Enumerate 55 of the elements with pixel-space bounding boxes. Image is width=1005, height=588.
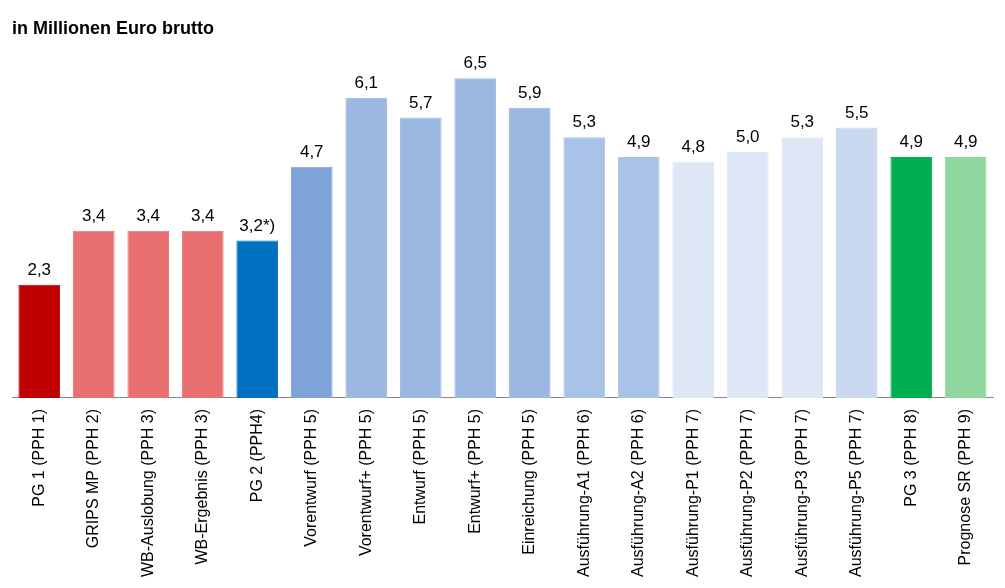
x-tick-label: PG 3 (PPH 8) [901,408,919,507]
data-label: 5,3 [790,112,815,132]
x-tick-label: Einreichung (PPH 5) [520,408,538,555]
data-label: 5,9 [517,82,542,102]
bar [890,156,933,398]
x-tick-label: Ausführung-A1 (PPH 6) [574,408,592,577]
x-tick-label: Prognose SR (PPH 9) [956,408,974,566]
x-tick-label: Vorentwurf (PPH 5) [302,408,320,547]
bar [399,117,442,398]
x-tick-label: Ausführung-P3 (PPH 7) [792,408,810,577]
bar [345,97,388,398]
bar [236,240,279,398]
x-tick-label: WB-Auslobung (PPH 3) [138,408,156,577]
x-tick-label: Entwurf (PPH 5) [411,408,429,525]
x-tick-label: Entwurf+ (PPH 5) [465,408,483,534]
chart-title: in Millionen Euro brutto [12,17,214,38]
bar [563,137,606,398]
data-label: 5,3 [572,112,597,132]
bar [508,107,551,398]
data-label: 3,4 [81,205,106,225]
data-label: 4,9 [953,132,978,152]
bar [672,161,715,398]
x-tick-label: PG 1 (PPH 1) [29,408,47,507]
bar [781,137,824,398]
bar [290,166,333,398]
bar [835,127,878,398]
bar [18,284,61,398]
x-tick-label: Vorentwurf+ (PPH 5) [356,408,374,557]
data-label: 4,8 [681,137,706,156]
data-label: 3,4 [190,205,215,225]
x-tick-label: WB-Ergebnis (PPH 3) [193,408,211,565]
data-label: 3,2*) [239,215,276,235]
data-label: 4,9 [626,132,651,152]
data-label: 5,5 [844,102,869,122]
bar [72,230,115,398]
x-tick-label: Ausführung-A2 (PPH 6) [629,408,647,577]
x-tick-label: Ausführung-P2 (PPH 7) [738,408,756,577]
data-label: 3,4 [136,205,161,225]
data-label: 5,0 [735,127,760,147]
bar [944,156,987,398]
bar [617,156,660,398]
x-tick-label: Ausführung-P1 (PPH 7) [683,408,701,577]
data-label: 6,1 [354,73,379,93]
bar [127,230,170,398]
data-label: 6,5 [463,53,488,73]
data-label: 4,9 [899,132,924,152]
x-tick-label: PG 2 (PPH4) [247,408,265,503]
data-label: 5,7 [408,92,433,112]
x-tick-label: GRIPS MP (PPH 2) [84,408,102,549]
data-label: 2,3 [27,259,52,279]
bar [726,151,769,398]
x-tick-label: Ausführung-P5 (PPH 7) [847,408,865,577]
bar [181,230,224,398]
bar [454,78,497,398]
data-label: 4,7 [299,141,324,161]
